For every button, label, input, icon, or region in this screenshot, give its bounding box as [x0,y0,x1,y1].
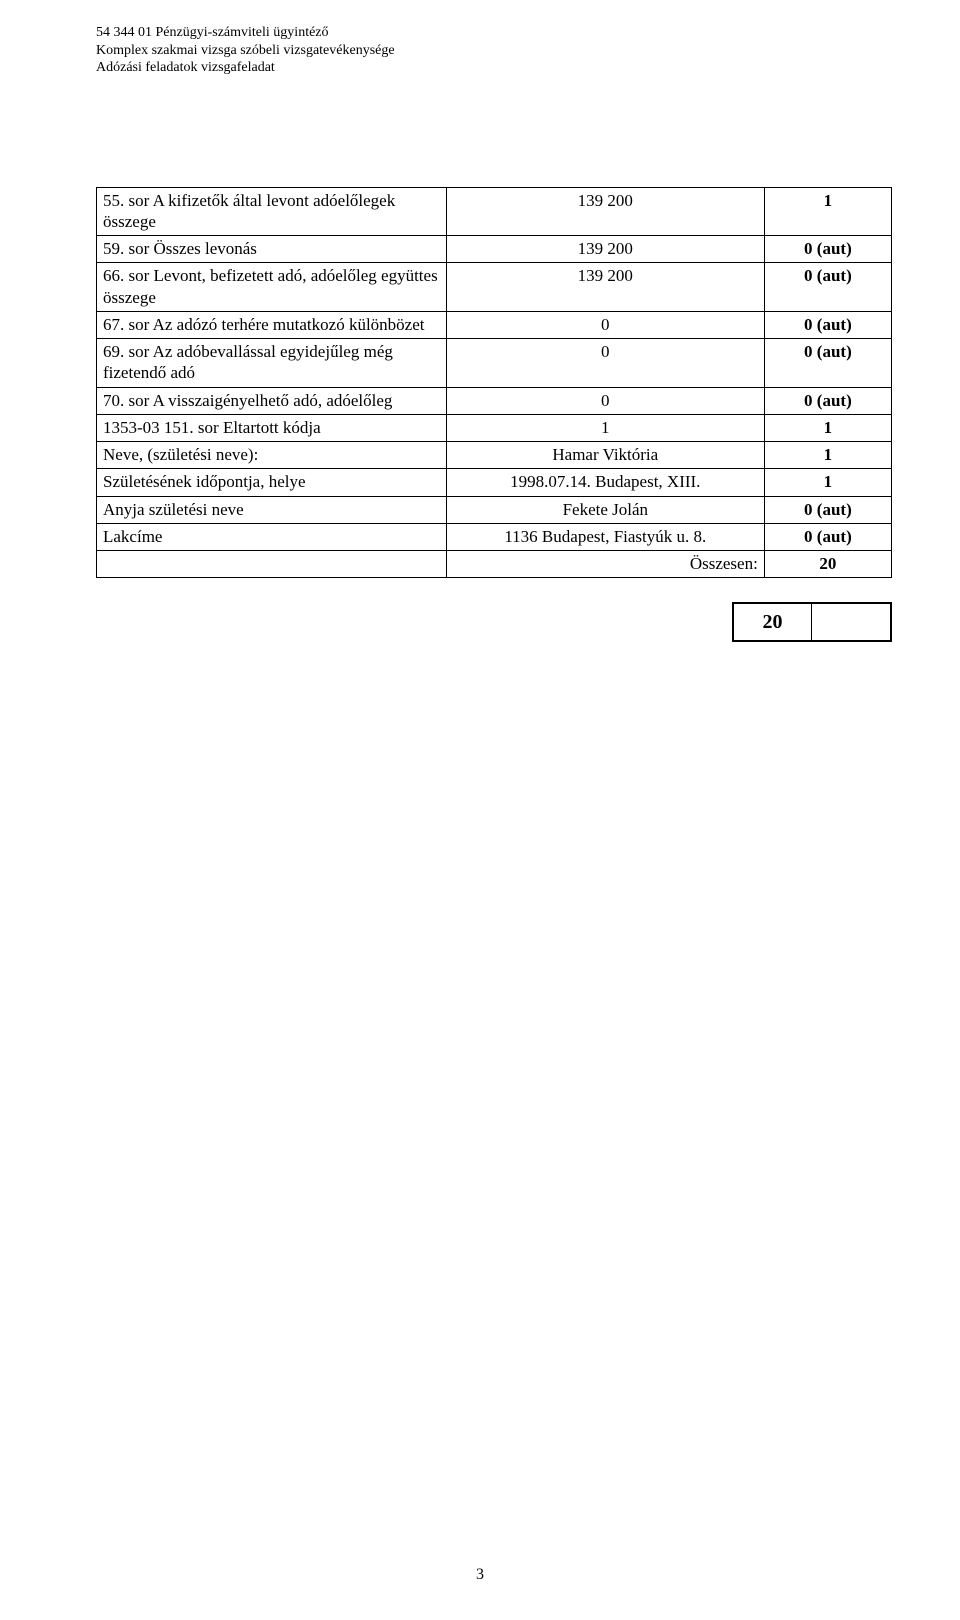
row-value: 1998.07.14. Budapest, XIII. [446,469,764,496]
row-value: Összesen: [446,551,764,578]
header-line-1: 54 344 01 Pénzügyi-számviteli ügyintéző [96,24,892,42]
row-score: 0 (aut) [764,387,891,414]
row-value: Hamar Viktória [446,442,764,469]
row-value: 139 200 [446,187,764,236]
table-row: 55. sor A kifizetők által levont adóelől… [97,187,892,236]
row-score: 0 (aut) [764,496,891,523]
total-score-value: 20 [734,604,812,640]
row-score: 1 [764,414,891,441]
row-value: 0 [446,339,764,388]
table-row: 59. sor Összes levonás 139 200 0 (aut) [97,236,892,263]
scoring-table-body: 55. sor A kifizetők által levont adóelől… [97,187,892,578]
table-row: 1353-03 151. sor Eltartott kódja 1 1 [97,414,892,441]
row-score: 1 [764,442,891,469]
row-label: 66. sor Levont, befizetett adó, adóelőle… [97,263,447,312]
row-value: 139 200 [446,236,764,263]
scoring-table: 55. sor A kifizetők által levont adóelől… [96,187,892,579]
row-score: 0 (aut) [764,339,891,388]
table-row: 70. sor A visszaigényelhető adó, adóelől… [97,387,892,414]
row-value: 0 [446,311,764,338]
table-row: Anyja születési neve Fekete Jolán 0 (aut… [97,496,892,523]
row-label: Neve, (születési neve): [97,442,447,469]
page-number: 3 [0,1566,960,1584]
row-score: 0 (aut) [764,311,891,338]
header-line-2: Komplex szakmai vizsga szóbeli vizsgatev… [96,42,892,60]
row-label [97,551,447,578]
row-score: 0 (aut) [764,263,891,312]
row-label: Lakcíme [97,523,447,550]
row-value: 1136 Budapest, Fiastyúk u. 8. [446,523,764,550]
row-value: Fekete Jolán [446,496,764,523]
table-row-total: Összesen: 20 [97,551,892,578]
row-score: 1 [764,469,891,496]
row-label: 69. sor Az adóbevallással egyidejűleg mé… [97,339,447,388]
document-header: 54 344 01 Pénzügyi-számviteli ügyintéző … [96,24,892,77]
table-row: Neve, (születési neve): Hamar Viktória 1 [97,442,892,469]
row-score: 0 (aut) [764,236,891,263]
page: 54 344 01 Pénzügyi-számviteli ügyintéző … [0,0,960,1620]
row-label: Anyja születési neve [97,496,447,523]
row-score: 20 [764,551,891,578]
table-row: 67. sor Az adózó terhére mutatkozó külön… [97,311,892,338]
row-score: 0 (aut) [764,523,891,550]
table-row: 66. sor Levont, befizetett adó, adóelőle… [97,263,892,312]
row-label: 70. sor A visszaigényelhető adó, adóelől… [97,387,447,414]
row-score: 1 [764,187,891,236]
row-value: 0 [446,387,764,414]
row-label: 59. sor Összes levonás [97,236,447,263]
row-label: 55. sor A kifizetők által levont adóelől… [97,187,447,236]
row-label: Születésének időpontja, helye [97,469,447,496]
row-label: 1353-03 151. sor Eltartott kódja [97,414,447,441]
total-score-box: 20 [732,602,892,642]
row-value: 139 200 [446,263,764,312]
table-row: Születésének időpontja, helye 1998.07.14… [97,469,892,496]
header-line-3: Adózási feladatok vizsgafeladat [96,59,892,77]
table-row: 69. sor Az adóbevallással egyidejűleg mé… [97,339,892,388]
total-score-empty [812,604,890,640]
row-value: 1 [446,414,764,441]
row-label: 67. sor Az adózó terhére mutatkozó külön… [97,311,447,338]
table-row: Lakcíme 1136 Budapest, Fiastyúk u. 8. 0 … [97,523,892,550]
